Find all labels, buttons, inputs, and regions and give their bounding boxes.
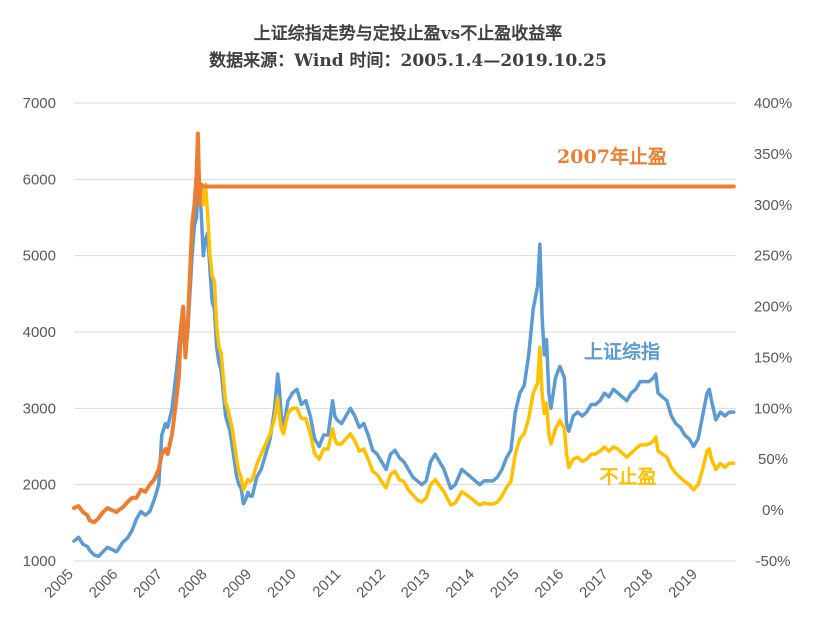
left-tick-label: 4000 (23, 324, 56, 341)
right-tick-label: 300% (754, 197, 792, 214)
left-tick-label: 7000 (23, 95, 56, 112)
annotation-no-stop: 不止盈 (599, 466, 656, 488)
left-tick-label: 2000 (23, 477, 56, 494)
right-tick-label: 400% (754, 95, 792, 112)
chart-title: 上证综指走势与定投止盈vs不止盈收益率 (254, 23, 562, 44)
x-tick-label: 2013 (398, 566, 434, 602)
right-axis-ticks: -50% 0% 50% 100% 150% 200% 250% 300% 350% 400% (754, 95, 792, 570)
x-tick-label: 2018 (621, 566, 657, 602)
left-axis-ticks: 1000 2000 3000 4000 5000 6000 7000 (23, 95, 56, 570)
x-tick-label: 2006 (86, 566, 122, 602)
right-tick-label: -50% (755, 553, 790, 570)
x-tick-label: 2005 (41, 566, 77, 602)
right-tick-label: 0% (762, 502, 784, 519)
x-tick-label: 2016 (532, 566, 568, 602)
left-tick-label: 6000 (23, 171, 56, 188)
x-tick-label: 2010 (264, 566, 300, 602)
series-line-stop-profit (72, 131, 736, 525)
right-tick-label: 150% (754, 349, 792, 366)
series-line-no-stop (201, 182, 736, 507)
x-tick-label: 2009 (220, 566, 256, 602)
right-tick-label: 250% (754, 248, 792, 265)
x-tick-label: 2011 (309, 566, 344, 601)
left-tick-label: 3000 (23, 400, 56, 417)
left-tick-label: 1000 (23, 553, 56, 570)
x-tick-label: 2019 (665, 566, 701, 602)
annotation-stop-profit: 2007年止盈 (557, 145, 667, 168)
x-axis-ticks: 2005 2006 2007 2008 2009 2010 2011 2012 2013 2014… (41, 566, 701, 602)
x-tick-label: 2007 (130, 566, 166, 602)
right-tick-label: 100% (754, 400, 792, 417)
chart-subtitle: 数据来源：Wind 时间：2005.1.4—2019.10.25 (209, 50, 607, 71)
right-tick-label: 350% (754, 146, 792, 163)
gridlines (74, 102, 736, 562)
x-tick-label: 2015 (487, 566, 523, 602)
x-tick-label: 2014 (442, 566, 478, 602)
left-tick-label: 5000 (23, 248, 56, 265)
series-lines (72, 131, 736, 559)
x-tick-label: 2008 (175, 566, 211, 602)
x-tick-label: 2012 (353, 566, 389, 602)
series-line-sse (72, 177, 736, 559)
annotation-sse: 上证综指 (584, 340, 660, 363)
right-tick-label: 200% (754, 299, 792, 316)
x-tick-label: 2017 (576, 566, 612, 602)
right-tick-label: 50% (758, 451, 788, 468)
